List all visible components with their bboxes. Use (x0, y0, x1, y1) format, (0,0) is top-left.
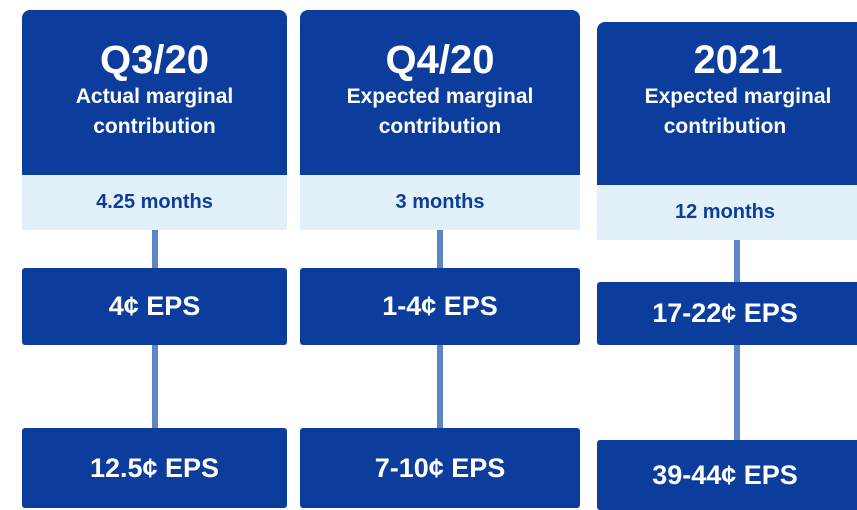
connector (152, 230, 158, 268)
duration: 12 months (597, 185, 857, 240)
header: 2021 Expected marginal contribution (597, 22, 857, 185)
subtitle: Expected marginal (644, 85, 832, 108)
page: Q3/20 Actual marginal contribution 4.25 … (22, 0, 857, 510)
eps-box: 4¢ EPS (22, 268, 287, 345)
connector (152, 345, 158, 428)
eps-box: 1-4¢ EPS (300, 268, 580, 345)
connector (734, 345, 740, 440)
subtitle: Expected marginal (346, 85, 534, 108)
subtitle: contribution (663, 115, 787, 138)
period: 2021 (693, 38, 783, 82)
period: Q4/20 (385, 38, 495, 82)
eps-box: 12.5¢ EPS (22, 428, 287, 508)
connector (437, 345, 443, 428)
eps-box: 7-10¢ EPS (300, 428, 580, 508)
header: Q3/20 Actual marginal contribution (22, 10, 287, 175)
eps-box: 17-22¢ EPS (597, 282, 857, 345)
column: 2021 Expected marginal contribution 12 m… (597, 0, 857, 510)
column: Q3/20 Actual marginal contribution 4.25 … (22, 0, 287, 508)
subtitle: Actual marginal (75, 85, 234, 108)
period: Q3/20 (100, 38, 209, 82)
duration: 3 months (300, 175, 580, 230)
subtitle: contribution (378, 115, 502, 138)
duration: 4.25 months (22, 175, 287, 230)
connector (734, 240, 740, 282)
eps-box: 39-44¢ EPS (597, 440, 857, 510)
subtitle: contribution (93, 115, 216, 138)
connector (437, 230, 443, 268)
header: Q4/20 Expected marginal contribution (300, 10, 580, 175)
column: Q4/20 Expected marginal contribution 3 m… (300, 0, 580, 508)
